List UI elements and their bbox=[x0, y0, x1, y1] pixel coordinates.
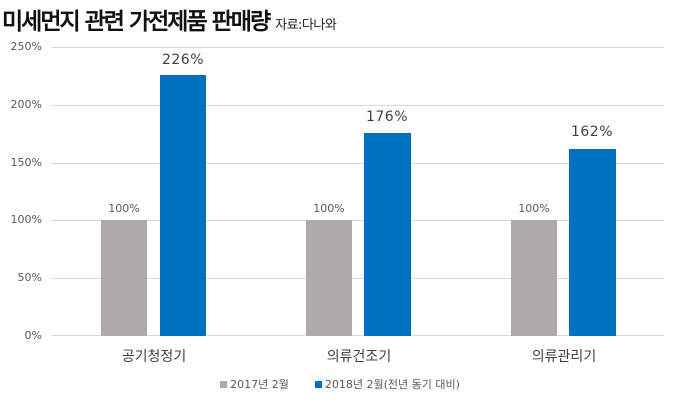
legend: 2017년 2월 2018년 2월(전년 동기 대비) bbox=[0, 376, 680, 392]
bar-air-purifier-2018 bbox=[160, 75, 206, 336]
bar-clothes-care-2017 bbox=[511, 220, 557, 336]
gridline-150 bbox=[51, 163, 664, 164]
legend-swatch-blue-icon bbox=[314, 380, 322, 388]
label-clothes-care-2017: 100% bbox=[518, 202, 550, 215]
y-tick-250: 250% bbox=[10, 40, 42, 53]
chart-title: 미세먼지 관련 가전제품 판매량 자료:다나와 bbox=[2, 2, 337, 36]
y-tick-0: 0% bbox=[24, 329, 42, 342]
gridline-50 bbox=[51, 278, 664, 279]
y-tick-200: 200% bbox=[10, 98, 42, 111]
plot-area: 100% 226% 100% 176% 100% 162% bbox=[51, 47, 664, 336]
chart-title-text: 미세먼지 관련 가전제품 판매량 bbox=[2, 9, 271, 35]
y-tick-100: 100% bbox=[10, 213, 42, 226]
bar-clothes-dryer-2018 bbox=[364, 133, 411, 336]
label-clothes-dryer-2018: 176% bbox=[365, 109, 409, 125]
gridline-100 bbox=[51, 220, 664, 221]
label-clothes-care-2018: 162% bbox=[570, 124, 614, 140]
legend-swatch-gray-icon bbox=[220, 380, 228, 388]
gridline-0 bbox=[51, 335, 664, 336]
legend-label-2017: 2017년 2월 bbox=[230, 378, 289, 391]
y-tick-150: 150% bbox=[10, 156, 42, 169]
x-category-clothes-care: 의류관리기 bbox=[531, 349, 597, 365]
x-category-air-purifier: 공기청정기 bbox=[121, 349, 187, 365]
label-air-purifier-2018: 226% bbox=[161, 52, 205, 68]
legend-item-2017: 2017년 2월 bbox=[220, 376, 289, 392]
bar-air-purifier-2017 bbox=[101, 220, 147, 336]
label-air-purifier-2017: 100% bbox=[108, 202, 140, 215]
bar-clothes-dryer-2017 bbox=[306, 220, 352, 336]
gridline-200 bbox=[51, 105, 664, 106]
gridline-250 bbox=[51, 47, 664, 48]
label-clothes-dryer-2017: 100% bbox=[313, 202, 345, 215]
legend-label-2018: 2018년 2월(전년 동기 대비) bbox=[324, 378, 460, 391]
x-category-clothes-dryer: 의류건조기 bbox=[326, 349, 392, 365]
bar-clothes-care-2018 bbox=[569, 149, 616, 336]
chart-source: 자료:다나와 bbox=[275, 18, 337, 33]
legend-item-2018: 2018년 2월(전년 동기 대비) bbox=[314, 376, 460, 392]
y-tick-50: 50% bbox=[17, 271, 42, 284]
